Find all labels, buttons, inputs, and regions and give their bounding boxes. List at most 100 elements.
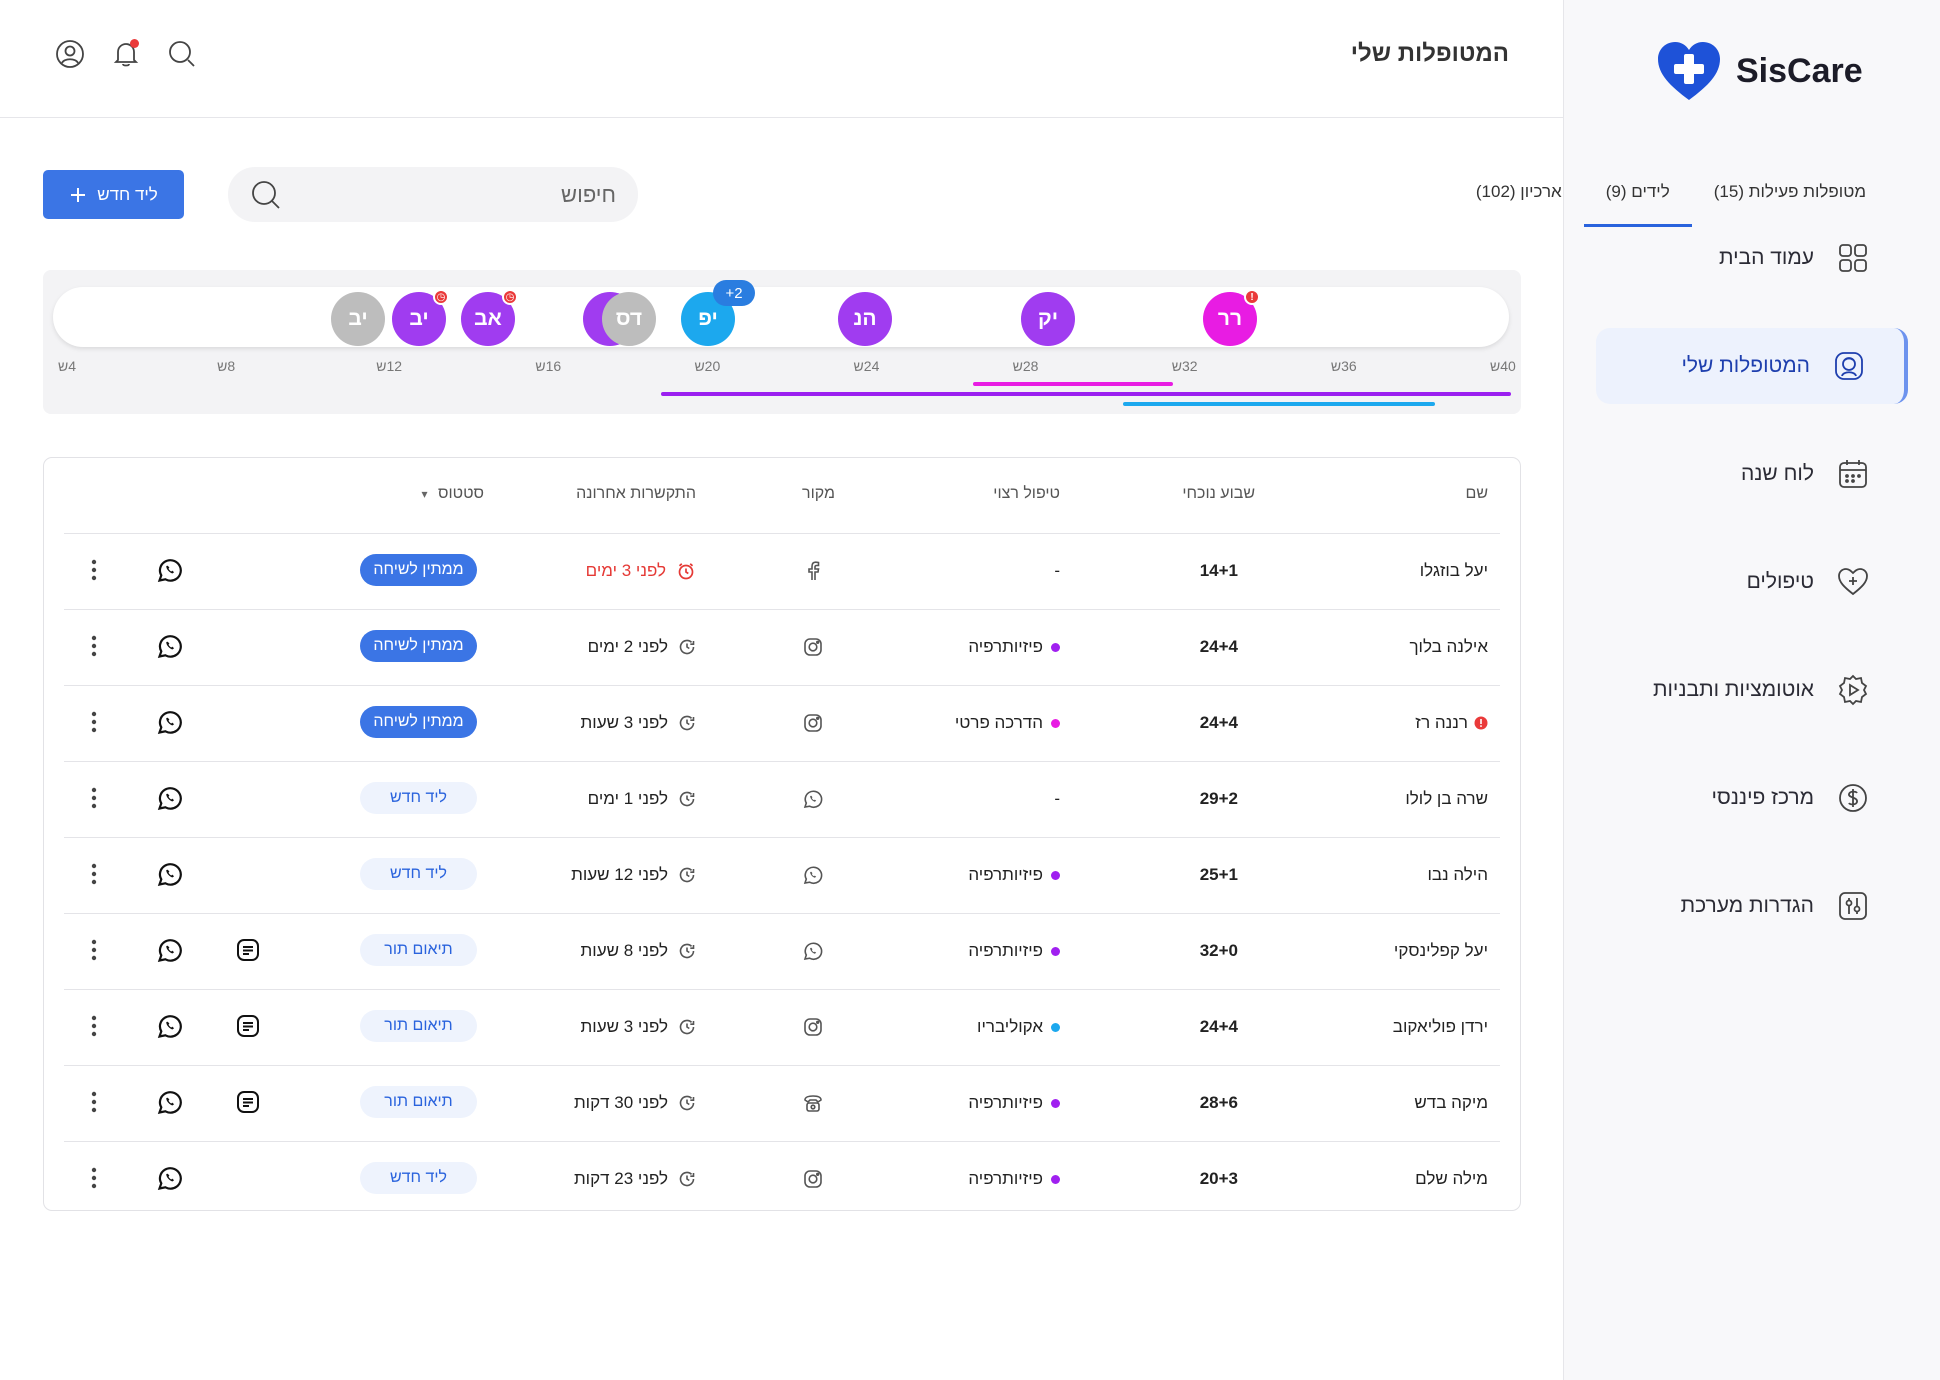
more-count-badge[interactable]: +2 bbox=[713, 280, 755, 306]
more-options-icon[interactable] bbox=[84, 555, 104, 585]
whatsapp-icon[interactable] bbox=[155, 555, 185, 585]
sidebar-item-0[interactable]: עמוד הבית bbox=[1596, 220, 1908, 296]
timeline-avatar[interactable]: הנ bbox=[838, 292, 892, 346]
avatar-initials: יפ bbox=[698, 307, 718, 330]
last-contact: לפני 1 ימים bbox=[588, 789, 696, 809]
table-row[interactable]: אילנה בלוך 24+4 פיזיותרפיה לפני 2 ימים ממת… bbox=[64, 610, 1500, 686]
desired-treatment: פיזיותרפיה bbox=[968, 1093, 1060, 1113]
header-source: מקור bbox=[802, 485, 835, 502]
timeline-avatar[interactable]: רר! bbox=[1203, 289, 1260, 346]
document-icon[interactable] bbox=[233, 1011, 263, 1041]
timeline-avatar[interactable]: דס bbox=[602, 292, 656, 346]
logo[interactable]: SisCare bbox=[1656, 40, 1863, 102]
status-badge[interactable]: ממתין לשיחה bbox=[360, 706, 477, 738]
phone-icon bbox=[800, 1090, 826, 1116]
new-lead-button[interactable]: ליד חדש bbox=[43, 170, 184, 219]
patient-name-cell: שרה בן לולו bbox=[1405, 789, 1488, 809]
treatment-label: פיזיותרפיה bbox=[968, 1169, 1043, 1188]
table-row[interactable]: מילה שלם 20+3 פיזיותרפיה לפני 23 דקות ליד … bbox=[64, 1142, 1500, 1218]
patient-name: יעל קפלינסקי bbox=[1393, 941, 1488, 960]
status-badge[interactable]: ממתין לשיחה bbox=[360, 554, 477, 586]
more-options-icon[interactable] bbox=[84, 707, 104, 737]
timeline-avatar[interactable]: אב ◷ bbox=[461, 289, 518, 346]
tab-active-patients[interactable]: מטופלות פעילות (15) bbox=[1713, 182, 1866, 201]
treatment-label: פיזיותרפיה bbox=[968, 1093, 1043, 1112]
sidebar-item-6[interactable]: הגדרות מערכת bbox=[1596, 868, 1908, 944]
treatment-dot bbox=[1051, 946, 1060, 956]
status-badge[interactable]: תיאום תור bbox=[360, 934, 477, 966]
more-options-icon[interactable] bbox=[84, 1163, 104, 1193]
header-status[interactable]: סטטוס ▾ bbox=[421, 485, 484, 503]
table-row[interactable]: רננה רז 24+4 הדרכה פרטי לפני 3 שעות ממתין … bbox=[64, 686, 1500, 762]
status-badge[interactable]: תיאום תור bbox=[360, 1086, 477, 1118]
tab-archive[interactable]: ארכיון (102) bbox=[1475, 182, 1562, 201]
status-badge[interactable]: ליד חדש bbox=[360, 858, 477, 890]
patient-name: רננה רז bbox=[1415, 713, 1468, 732]
week-tick-label: 16ש bbox=[535, 358, 562, 374]
search-input[interactable] bbox=[316, 181, 616, 208]
document-icon[interactable] bbox=[233, 935, 263, 965]
sidebar-item-5[interactable]: מרכז פיננסי bbox=[1596, 760, 1908, 836]
timeline-range-magenta bbox=[973, 382, 1173, 386]
last-contact-text: לפני 30 דקות bbox=[573, 1093, 668, 1112]
treatment-dot bbox=[1051, 1098, 1060, 1108]
status-badge[interactable]: תיאום תור bbox=[360, 1010, 477, 1042]
tab-leads[interactable]: לידים (9) bbox=[1583, 170, 1692, 227]
clock-icon bbox=[678, 638, 696, 656]
treatment-label: - bbox=[1054, 561, 1060, 580]
alert-badge-icon: ! bbox=[1244, 289, 1260, 305]
timeline-avatar[interactable]: יב ◷ bbox=[392, 289, 449, 346]
header-last-contact: התקשרות אחרונה bbox=[576, 485, 696, 502]
more-options-icon[interactable] bbox=[84, 783, 104, 813]
desired-treatment: אקוליבריו bbox=[977, 1017, 1060, 1037]
treatment-dot bbox=[1051, 718, 1060, 728]
search-icon[interactable] bbox=[164, 36, 200, 72]
table-row[interactable]: מיקה בדש 28+6 פיזיותרפיה לפני 30 דקות תיאו… bbox=[64, 1066, 1500, 1142]
sidebar-item-3[interactable]: טיפולים bbox=[1596, 544, 1908, 620]
document-icon[interactable] bbox=[233, 1087, 263, 1117]
treatment-label: פיזיותרפיה bbox=[968, 865, 1043, 884]
timeline-avatar[interactable]: יב bbox=[331, 292, 385, 346]
timeline-avatar[interactable]: יפ +2 bbox=[681, 280, 755, 346]
more-options-icon[interactable] bbox=[84, 631, 104, 661]
search-box bbox=[228, 167, 638, 222]
avatar-initials: הנ bbox=[853, 307, 877, 330]
sidebar-item-4[interactable]: אוטומציות ותבניות bbox=[1596, 652, 1908, 728]
user-icon[interactable] bbox=[52, 36, 88, 72]
whatsapp-icon[interactable] bbox=[155, 1011, 185, 1041]
sidebar-item-1[interactable]: המטופלות שלי bbox=[1596, 328, 1908, 404]
status-badge[interactable]: ממתין לשיחה bbox=[360, 630, 477, 662]
status-badge[interactable]: ליד חדש bbox=[360, 782, 477, 814]
table-row[interactable]: הילה נבו 25+1 פיזיותרפיה לפני 12 שעות ליד … bbox=[64, 838, 1500, 914]
whatsapp-icon[interactable] bbox=[155, 783, 185, 813]
status-badge[interactable]: ליד חדש bbox=[360, 1162, 477, 1194]
clock-icon bbox=[678, 714, 696, 732]
whatsapp-icon[interactable] bbox=[155, 935, 185, 965]
table-row[interactable]: שרה בן לולו 29+2 - לפני 1 ימים ליד חדש bbox=[64, 762, 1500, 838]
whatsapp-icon[interactable] bbox=[155, 1163, 185, 1193]
more-options-icon[interactable] bbox=[84, 859, 104, 889]
timeline-range-blue bbox=[1123, 402, 1435, 406]
last-contact-text: לפני 1 ימים bbox=[587, 789, 668, 808]
table-row[interactable]: יעל בוזגלו 14+1 - לפני 3 ימים ממתין לשיחה bbox=[64, 534, 1500, 610]
whatsapp-icon[interactable] bbox=[155, 1087, 185, 1117]
patient-name: אילנה בלוך bbox=[1409, 637, 1488, 656]
patient-name-cell: אילנה בלוך bbox=[1409, 637, 1488, 657]
table-row[interactable]: יעל קפלינסקי 32+0 פיזיותרפיה לפני 8 שעות ת… bbox=[64, 914, 1500, 990]
whatsapp-icon[interactable] bbox=[155, 707, 185, 737]
more-options-icon[interactable] bbox=[84, 1011, 104, 1041]
timeline-avatar[interactable]: יק bbox=[1021, 292, 1075, 346]
table-header: שם שבוע נוכחי טיפול רצוי מקור התקשרות אח… bbox=[64, 458, 1500, 534]
bell-icon[interactable] bbox=[108, 36, 144, 72]
more-options-icon[interactable] bbox=[84, 935, 104, 965]
table-row[interactable]: ירדן פוליאקוב 24+4 אקוליבריו לפני 3 שעות ת… bbox=[64, 990, 1500, 1066]
last-contact-text: לפני 3 ימים bbox=[585, 561, 666, 580]
treatment-label: אקוליבריו bbox=[977, 1017, 1043, 1036]
whatsapp-icon[interactable] bbox=[155, 631, 185, 661]
whatsapp-icon[interactable] bbox=[155, 859, 185, 889]
header-status-label: סטטוס bbox=[437, 485, 484, 502]
sidebar-item-2[interactable]: לוח שנה bbox=[1596, 436, 1908, 512]
instagram-icon bbox=[800, 634, 826, 660]
more-options-icon[interactable] bbox=[84, 1087, 104, 1117]
last-contact-text: לפני 2 ימים bbox=[587, 637, 668, 656]
